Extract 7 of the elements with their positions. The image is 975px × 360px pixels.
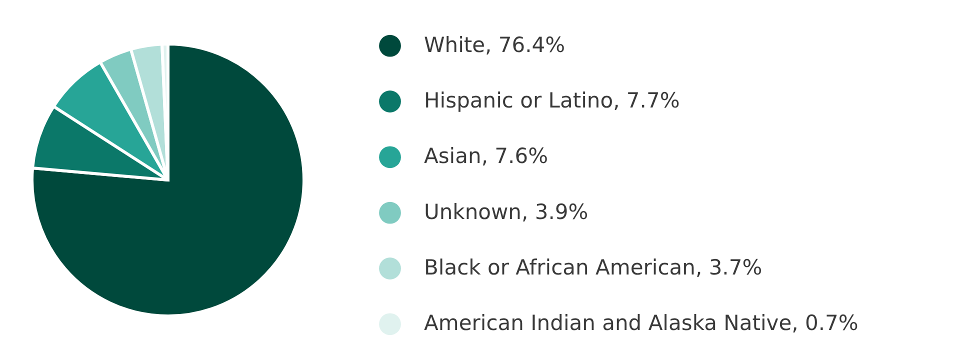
legend-label: Asian, 7.6% bbox=[424, 144, 548, 168]
pie-slice bbox=[30, 42, 306, 318]
legend-label: Hispanic or Latino, 7.7% bbox=[424, 88, 680, 112]
legend-label: American Indian and Alaska Native, 0.7% bbox=[424, 311, 858, 336]
legend-label: Black or African American, 3.7% bbox=[424, 256, 762, 280]
legend-label: Unknown, 3.9% bbox=[424, 200, 588, 224]
legend-label: White, 76.4% bbox=[424, 32, 566, 57]
